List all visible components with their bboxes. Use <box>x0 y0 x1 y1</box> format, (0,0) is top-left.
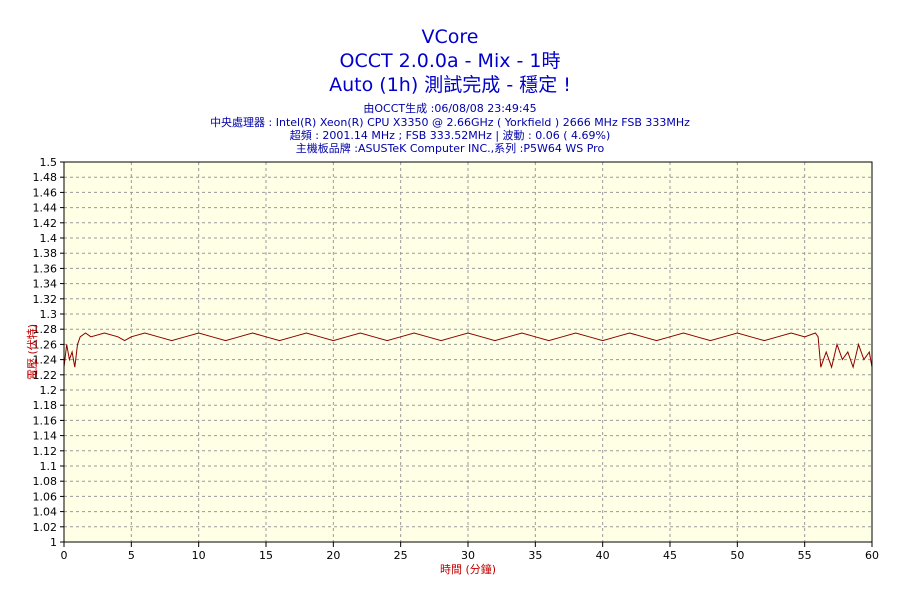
y-tick-label: 1.26 <box>33 338 58 351</box>
x-tick-label: 15 <box>259 549 273 562</box>
chart-title: VCore <box>421 26 479 48</box>
y-tick-label: 1.22 <box>33 369 58 382</box>
info-line-overclock: 超頻 : 2001.14 MHz ; FSB 333.52MHz | 波動 : … <box>289 129 611 142</box>
y-tick-label: 1.44 <box>33 202 58 215</box>
test-status: Auto (1h) 測試完成 - 穩定 ! <box>329 74 571 96</box>
x-tick-label: 30 <box>461 549 475 562</box>
y-tick-label: 1.02 <box>33 521 58 534</box>
x-tick-label: 0 <box>61 549 68 562</box>
y-tick-label: 1.04 <box>33 506 58 519</box>
plot-area <box>64 162 872 542</box>
y-tick-label: 1.4 <box>40 232 58 245</box>
y-tick-label: 1.34 <box>33 278 58 291</box>
y-tick-label: 1.28 <box>33 323 58 336</box>
x-axis-ticks: 0 5 10 15 20 25 30 35 40 45 50 55 60 <box>61 542 879 562</box>
y-tick-label: 1.32 <box>33 293 58 306</box>
y-tick-label: 1.08 <box>33 475 58 488</box>
x-tick-label: 20 <box>326 549 340 562</box>
y-tick-label: 1.06 <box>33 490 58 503</box>
y-tick-label: 1.2 <box>40 384 58 397</box>
x-tick-label: 35 <box>528 549 542 562</box>
x-tick-label: 60 <box>865 549 879 562</box>
y-tick-label: 1.1 <box>40 460 58 473</box>
chart-subtitle: OCCT 2.0.0a - Mix - 1時 <box>339 50 561 72</box>
y-tick-label: 1.48 <box>33 171 58 184</box>
y-tick-label: 1.12 <box>33 445 58 458</box>
vcore-series-line <box>63 332 873 369</box>
x-tick-label: 10 <box>192 549 206 562</box>
y-tick-label: 1.18 <box>33 399 58 412</box>
y-tick-label: 1.5 <box>40 156 58 169</box>
info-line-motherboard: 主機板品牌 :ASUSTeK Computer INC.,系列 :P5W64 W… <box>295 142 605 155</box>
x-tick-label: 45 <box>663 549 677 562</box>
info-line-generated: 由OCCT生成 :06/08/08 23:49:45 <box>363 102 537 115</box>
y-tick-label: 1.14 <box>33 430 58 443</box>
y-tick-label: 1.16 <box>33 414 58 427</box>
y-tick-label: 1.38 <box>33 247 58 260</box>
y-tick-label: 1.36 <box>33 262 58 275</box>
info-line-cpu: 中央處理器 : Intel(R) Xeon(R) CPU X3350 @ 2.6… <box>210 116 690 129</box>
y-tick-label: 1.3 <box>40 308 58 321</box>
x-tick-label: 25 <box>394 549 408 562</box>
plot-frame <box>63 161 873 543</box>
y-tick-label: 1.42 <box>33 217 58 230</box>
y-tick-label: 1.24 <box>33 354 58 367</box>
y-tick-label: 1 <box>50 536 57 549</box>
x-tick-label: 55 <box>798 549 812 562</box>
y-axis-label: 電壓 (伏特) <box>25 324 39 380</box>
grid-lines <box>64 162 872 542</box>
x-tick-label: 5 <box>128 549 135 562</box>
y-tick-label: 1.46 <box>33 186 58 199</box>
x-tick-label: 50 <box>730 549 744 562</box>
x-tick-label: 40 <box>596 549 610 562</box>
y-axis-ticks: 1 1.02 1.04 1.06 1.08 1.1 1.12 1.14 1.16 1.18 1.2 1… <box>33 156 64 549</box>
x-axis-label: 時間 (分鐘) <box>440 562 496 576</box>
